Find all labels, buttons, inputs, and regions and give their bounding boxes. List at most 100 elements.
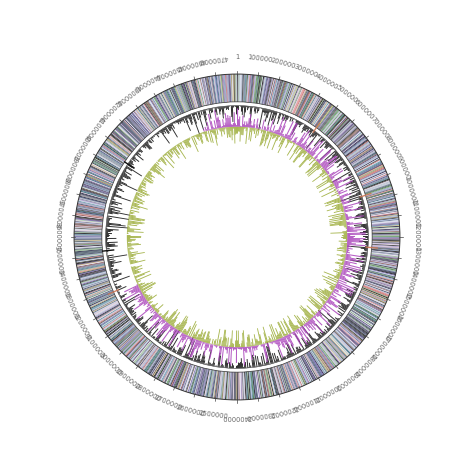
Wedge shape	[224, 74, 227, 102]
Wedge shape	[133, 286, 138, 289]
Wedge shape	[176, 120, 180, 125]
Wedge shape	[367, 251, 368, 253]
Wedge shape	[100, 310, 124, 327]
Wedge shape	[350, 177, 355, 181]
Wedge shape	[303, 150, 306, 154]
Wedge shape	[143, 104, 159, 127]
Wedge shape	[201, 133, 202, 134]
Wedge shape	[344, 244, 347, 245]
Wedge shape	[296, 353, 298, 354]
Wedge shape	[174, 121, 176, 123]
Wedge shape	[141, 321, 148, 328]
Wedge shape	[206, 122, 210, 130]
Wedge shape	[335, 287, 352, 296]
Wedge shape	[365, 246, 368, 247]
Wedge shape	[346, 219, 349, 220]
Wedge shape	[249, 75, 252, 102]
Wedge shape	[276, 340, 283, 357]
Wedge shape	[369, 266, 396, 273]
Wedge shape	[206, 109, 208, 110]
Wedge shape	[126, 166, 132, 172]
Wedge shape	[237, 372, 238, 400]
Wedge shape	[257, 356, 260, 367]
Wedge shape	[144, 103, 160, 126]
Wedge shape	[279, 331, 283, 337]
Wedge shape	[103, 144, 126, 160]
Wedge shape	[150, 138, 154, 142]
Wedge shape	[341, 133, 363, 151]
Wedge shape	[357, 212, 366, 215]
Wedge shape	[349, 186, 358, 191]
Wedge shape	[85, 286, 111, 297]
Wedge shape	[294, 90, 307, 115]
Wedge shape	[128, 219, 129, 220]
Wedge shape	[244, 121, 246, 127]
Wedge shape	[367, 195, 394, 203]
Wedge shape	[107, 219, 109, 221]
Wedge shape	[226, 118, 228, 128]
Wedge shape	[292, 332, 294, 335]
Wedge shape	[311, 314, 314, 317]
Wedge shape	[255, 356, 257, 367]
Wedge shape	[358, 164, 383, 178]
Wedge shape	[134, 155, 135, 156]
Wedge shape	[157, 323, 169, 338]
Wedge shape	[203, 339, 205, 342]
Wedge shape	[300, 143, 303, 147]
Wedge shape	[312, 157, 314, 159]
Wedge shape	[240, 346, 241, 347]
Wedge shape	[236, 372, 237, 400]
Wedge shape	[295, 330, 298, 334]
Wedge shape	[342, 210, 344, 212]
Wedge shape	[80, 193, 107, 201]
Wedge shape	[124, 168, 126, 170]
Wedge shape	[365, 282, 391, 292]
Wedge shape	[343, 233, 347, 234]
Wedge shape	[107, 138, 130, 155]
Wedge shape	[325, 114, 344, 135]
Wedge shape	[94, 158, 118, 173]
Wedge shape	[340, 245, 347, 246]
Wedge shape	[293, 89, 306, 114]
Wedge shape	[87, 290, 113, 301]
Wedge shape	[106, 318, 129, 335]
Wedge shape	[136, 109, 154, 131]
Wedge shape	[76, 256, 103, 261]
Wedge shape	[305, 317, 309, 321]
Wedge shape	[210, 364, 212, 366]
Wedge shape	[312, 161, 317, 166]
Wedge shape	[248, 128, 251, 140]
Wedge shape	[298, 92, 312, 117]
Wedge shape	[112, 131, 134, 150]
Wedge shape	[263, 108, 264, 112]
Wedge shape	[210, 121, 213, 129]
Text: 1300000: 1300000	[410, 246, 420, 275]
Wedge shape	[92, 298, 117, 312]
Wedge shape	[128, 251, 131, 253]
Wedge shape	[199, 332, 203, 341]
Wedge shape	[295, 347, 300, 353]
Wedge shape	[269, 79, 276, 106]
Wedge shape	[266, 343, 268, 347]
Wedge shape	[239, 127, 240, 132]
Wedge shape	[97, 306, 121, 321]
Wedge shape	[217, 75, 221, 103]
Wedge shape	[134, 198, 136, 200]
Wedge shape	[114, 190, 118, 191]
Wedge shape	[340, 317, 341, 319]
Wedge shape	[361, 172, 387, 184]
Wedge shape	[317, 295, 326, 302]
Wedge shape	[347, 234, 365, 235]
Wedge shape	[257, 129, 260, 136]
Wedge shape	[267, 346, 273, 364]
Wedge shape	[344, 262, 350, 264]
Wedge shape	[126, 336, 145, 356]
Wedge shape	[142, 104, 159, 127]
Wedge shape	[235, 127, 236, 135]
Wedge shape	[361, 290, 387, 301]
Wedge shape	[366, 187, 392, 197]
Wedge shape	[347, 227, 360, 229]
Wedge shape	[132, 269, 136, 271]
Wedge shape	[261, 77, 267, 104]
Wedge shape	[114, 326, 136, 345]
